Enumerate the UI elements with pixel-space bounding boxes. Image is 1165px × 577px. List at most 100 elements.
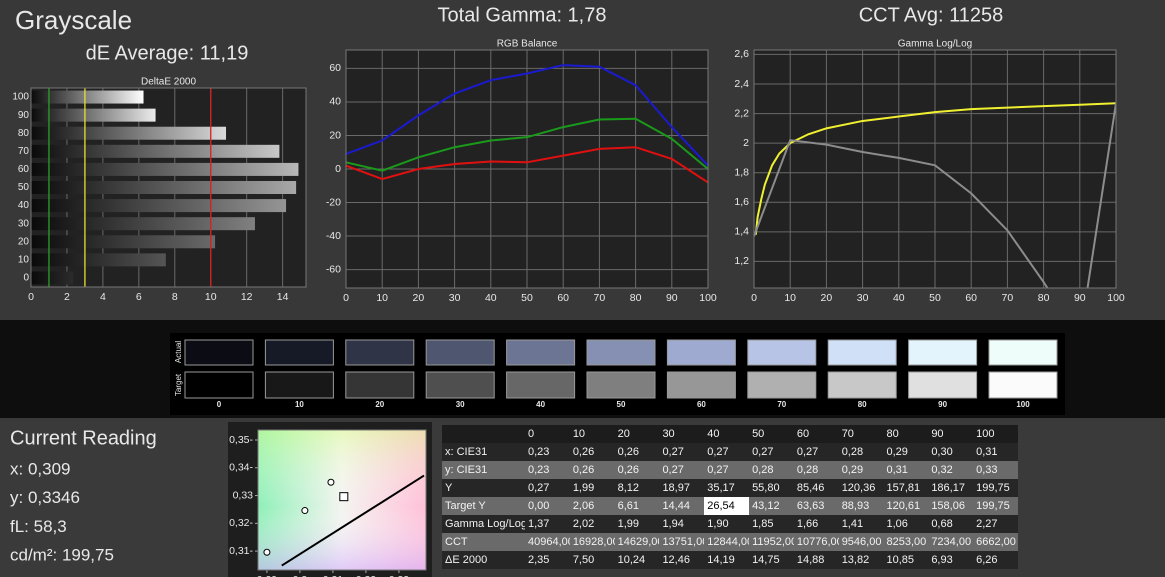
column-header: 40 xyxy=(707,428,720,440)
x-tick-label: 50 xyxy=(521,292,533,304)
y-tick-label: 2 xyxy=(743,137,749,149)
target-point xyxy=(339,492,349,502)
table-cell: 0,00 xyxy=(528,500,550,512)
column-header: 70 xyxy=(841,428,854,440)
x-tick-label: 8 xyxy=(172,291,178,303)
table-cell: 0,28 xyxy=(841,446,864,458)
reading-title: Current Reading xyxy=(10,427,157,449)
table-cell: 0,26 xyxy=(572,446,595,458)
table-cell: 0,68 xyxy=(931,518,953,530)
table-cell: 0,31 xyxy=(886,464,908,476)
table-cell: 199,75 xyxy=(976,500,1010,512)
actual-swatch xyxy=(586,339,656,366)
header-row: 0 10 20 30 40 50 60 70 80 90 100 xyxy=(442,425,1018,443)
bar xyxy=(31,253,166,267)
actual-swatch xyxy=(184,339,254,366)
bar xyxy=(31,217,255,231)
table-cell: 55,80 xyxy=(752,482,780,494)
y-tick-label: 0,31- xyxy=(229,545,253,557)
y-tick-label: 1,8 xyxy=(734,166,749,178)
x-tick-label: 80 xyxy=(630,292,642,304)
y-tick-label: -40 xyxy=(326,230,341,242)
x-tick-label: 100 xyxy=(699,292,717,304)
y-tick-label: -60 xyxy=(326,263,341,275)
table-cell: 1,85 xyxy=(752,518,774,530)
y-tick-label: 50 xyxy=(18,182,30,193)
table-cell: 16928,00 xyxy=(572,536,615,548)
table-cell: 14,88 xyxy=(796,554,825,566)
table-cell: 0,27 xyxy=(528,482,550,494)
x-tick-label: 90 xyxy=(1074,292,1086,304)
table-cell: 120,36 xyxy=(841,482,876,494)
column-header: 30 xyxy=(662,428,675,440)
measured-point xyxy=(327,478,335,486)
measurement-table: 0 10 20 30 40 50 60 70 80 90 100 x: CIE31 0,23 0,26 0,… xyxy=(442,425,1018,569)
page-title: Grayscale xyxy=(15,5,132,35)
plot-frame xyxy=(345,49,709,289)
table-cell: 7234,00 xyxy=(931,536,972,548)
target-swatch xyxy=(666,371,736,399)
table-cell: 120,61 xyxy=(886,500,921,512)
row-label: Y xyxy=(445,482,453,494)
chart-title: RGB Balance xyxy=(497,39,558,50)
swatch-level-label: 90 xyxy=(938,400,947,409)
y-tick-label: 100 xyxy=(12,92,29,103)
target-swatch xyxy=(425,371,495,399)
y-tick-label: 20 xyxy=(18,236,30,247)
x-tick-label: 2 xyxy=(64,291,70,303)
table-cell: 0,28 xyxy=(752,464,774,476)
target-swatch xyxy=(827,371,897,399)
actual-swatch xyxy=(345,339,415,366)
bar xyxy=(31,90,144,104)
locus-line xyxy=(281,474,425,567)
x-tick-label: 50 xyxy=(929,292,941,304)
table-cell: 10,24 xyxy=(617,554,646,566)
table-cell: 0,31 xyxy=(976,446,998,458)
table-cell: 14,44 xyxy=(662,500,690,512)
y-tick-label: 0 xyxy=(335,163,341,175)
swatch-level-label: 70 xyxy=(777,400,786,409)
reading-line: cd/m²: 199,75 xyxy=(10,546,114,565)
swatch-level-label: 50 xyxy=(617,400,626,409)
table-cell: 0,26 xyxy=(617,464,640,476)
column-header: 80 xyxy=(886,428,899,440)
table-cell: 6,61 xyxy=(617,500,640,512)
measured-point xyxy=(301,507,309,515)
table-cell: 13,82 xyxy=(841,554,870,566)
bottom-background xyxy=(0,418,1165,577)
table-cell: 10,85 xyxy=(886,554,915,566)
y-tick-label: 30 xyxy=(18,218,30,229)
table-cell: 186,17 xyxy=(931,482,965,494)
table-cell: 1,90 xyxy=(707,518,729,530)
measured-point xyxy=(263,548,271,556)
table-cell: 0,27 xyxy=(707,446,729,458)
table-row: ΔE 2000 2,35 7,50 10,24 12,46 14,19 14,75 14,88… xyxy=(442,551,1018,569)
table-cell: 2,35 xyxy=(528,554,550,566)
x-tick-label: 100 xyxy=(1107,292,1125,304)
y-tick-label: 1,4 xyxy=(734,226,749,238)
table-cell: 35,17 xyxy=(707,482,735,494)
table-cell: 0,27 xyxy=(707,464,729,476)
x-tick-label: 70 xyxy=(594,292,606,304)
y-tick-label: 2,4 xyxy=(734,78,749,90)
x-tick-label: 80 xyxy=(1038,292,1050,304)
table-cell: 0,27 xyxy=(662,446,684,458)
y-tick-label: 2,6 xyxy=(734,48,749,60)
reading-line: fL: 58,3 xyxy=(10,517,67,536)
table-cell: 88,93 xyxy=(841,500,870,512)
x-tick-label: 30 xyxy=(857,292,869,304)
x-tick-label: 0,29 xyxy=(257,574,278,577)
row-label: y: CIE31 xyxy=(445,464,488,476)
x-tick-label: 4 xyxy=(100,291,106,303)
table-row: CCT 40964,00 16928,00 14629,00 13751,00 12844… xyxy=(442,533,1018,551)
actual-swatch xyxy=(827,339,897,366)
table-cell: 12844,00 xyxy=(707,536,750,548)
bar xyxy=(31,235,216,249)
swatch-level-label: 40 xyxy=(536,400,545,409)
bar xyxy=(31,126,227,140)
x-tick-label: 0,32 xyxy=(356,574,377,577)
table-row: Y 0,27 1,99 8,12 18,97 35,17 55,80 85,46 120,36 1… xyxy=(442,479,1018,497)
x-tick-label: 20 xyxy=(821,292,833,304)
table-cell: 157,81 xyxy=(886,482,921,494)
table-cell: 14629,00 xyxy=(617,536,660,548)
